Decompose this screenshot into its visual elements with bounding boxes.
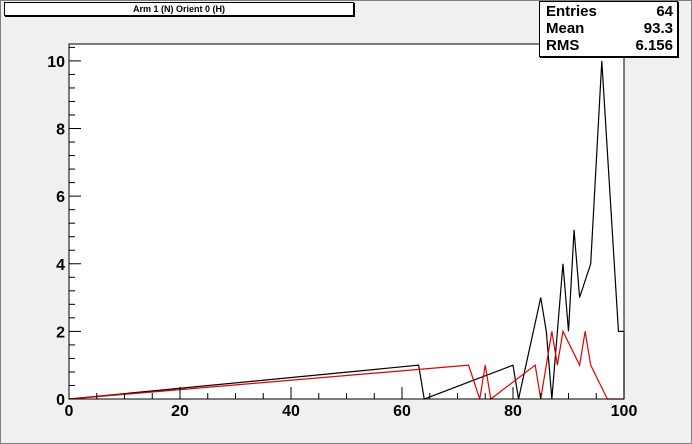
stats-entries-value: 64 — [656, 3, 673, 20]
plot-area — [69, 44, 624, 399]
stats-mean-value: 93.3 — [643, 20, 673, 37]
y-tick-label: 4 — [56, 257, 65, 274]
y-tick-label: 8 — [56, 122, 65, 139]
y-tick-label: 6 — [56, 189, 65, 206]
x-tick-label: 100 — [611, 403, 638, 420]
stats-entries-row: Entries 64 — [546, 3, 673, 21]
y-tick-label: 2 — [56, 324, 65, 341]
x-tick-label: 40 — [282, 403, 300, 420]
histogram-series-1 — [68, 329, 624, 401]
histogram-title: Arm 1 (N) Orient 0 (H) — [4, 2, 354, 16]
stats-mean-row: Mean 93.3 — [546, 20, 673, 38]
stats-box: Entries 64 Mean 93.3 RMS 6.156 — [539, 1, 678, 57]
series-layer — [68, 60, 625, 401]
y-tick-label: 10 — [47, 54, 65, 71]
histogram-series-0 — [68, 60, 625, 400]
y-tick-label: 0 — [56, 392, 65, 409]
axes-layer: 0 20 40 60 80 100 0 2 4 6 8 10 — [47, 43, 638, 420]
stats-rms-value: 6.156 — [635, 37, 673, 54]
x-tick-label: 60 — [393, 403, 411, 420]
stats-rms-label: RMS — [546, 37, 580, 54]
x-tick-label: 80 — [504, 403, 522, 420]
stats-rms-row: RMS 6.156 — [546, 37, 673, 55]
x-tick-label: 20 — [171, 403, 189, 420]
x-tick-label: 0 — [65, 403, 74, 420]
stats-mean-label: Mean — [546, 20, 585, 37]
stats-entries-label: Entries — [546, 3, 597, 20]
